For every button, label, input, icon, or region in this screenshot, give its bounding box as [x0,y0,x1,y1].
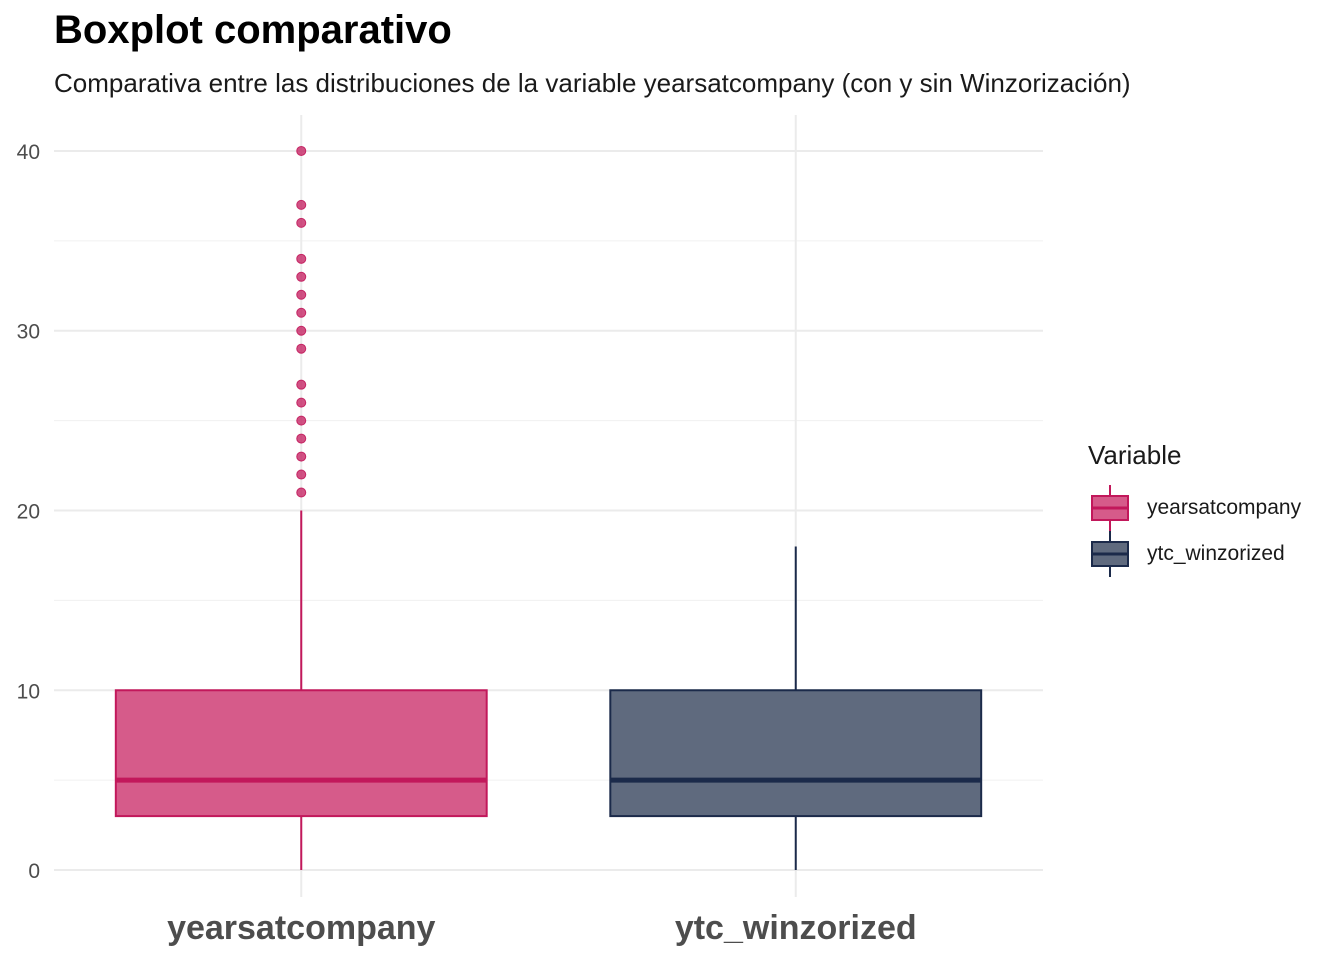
outlier-point [296,415,307,426]
outlier-point [296,145,307,156]
outlier-point [296,325,307,336]
outlier-point [296,307,307,318]
iqr-box [609,689,983,818]
box-layer [114,145,983,871]
legend-label: ytc_winzorized [1147,542,1285,565]
outlier-point [296,217,307,228]
outlier-point [296,253,307,264]
outlier-point [296,271,307,282]
box-ytc_winzorized [609,546,983,871]
outlier-point [296,343,307,354]
legend: Variable yearsatcompany ytc_winzorized [1088,440,1301,577]
y-tick-label: 0 [28,860,40,883]
x-tick-label: ytc_winzorized [675,909,917,947]
legend-key [1091,531,1129,577]
outlier-point [296,199,307,210]
legend-item: yearsatcompany [1088,485,1301,531]
outlier-point [296,397,307,408]
outlier-point [296,451,307,462]
y-tick-label: 40 [17,141,40,164]
legend-label: yearsatcompany [1147,496,1302,519]
outlier-point [296,487,307,498]
legend-item: ytc_winzorized [1088,531,1301,577]
chart-subtitle: Comparativa entre las distribuciones de … [54,68,1131,98]
y-tick-label: 10 [17,680,40,703]
outlier-point [296,469,307,480]
legend-items: yearsatcompany ytc_winzorized [1088,485,1301,577]
chart-title: Boxplot comparativo [54,8,452,52]
box-yearsatcompany [114,145,488,871]
iqr-box [114,689,488,818]
outlier-point [296,379,307,390]
legend-key [1091,485,1129,531]
y-tick-label: 30 [17,321,40,344]
axis-layer: 0 10 20 30 40 yearsatcompany ytc_winzorized [17,141,917,947]
x-tick-label: yearsatcompany [167,909,435,947]
y-tick-label: 20 [17,500,40,523]
legend-title: Variable [1088,440,1182,470]
outlier-point [296,433,307,444]
outlier-point [296,289,307,300]
